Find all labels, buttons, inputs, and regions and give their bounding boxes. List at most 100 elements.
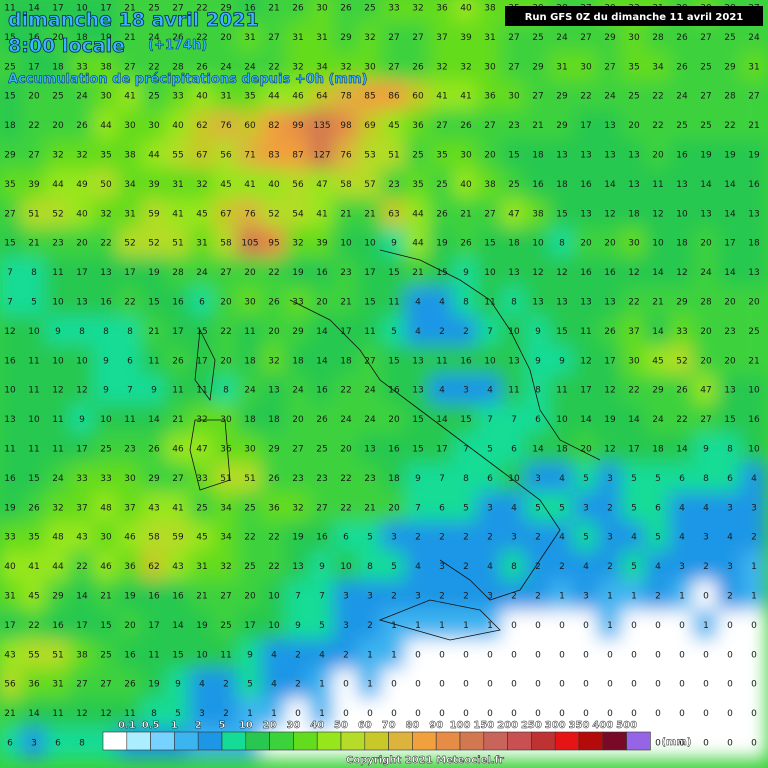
- precip-cell: [381, 433, 407, 465]
- precip-cell: [237, 403, 263, 436]
- cell-value: 24: [700, 268, 712, 278]
- cell-value: 14: [628, 415, 640, 425]
- precip-cell: [117, 609, 143, 642]
- precip-cell: [669, 315, 695, 348]
- precip-cell: [717, 374, 743, 406]
- cell-value: 37: [628, 327, 639, 337]
- cell-value: 23: [316, 474, 327, 484]
- cell-value: 24: [340, 415, 352, 425]
- precip-cell: [261, 639, 287, 671]
- cell-value: 14: [76, 592, 88, 602]
- cell-value: 22: [268, 62, 279, 72]
- precip-cell: [165, 198, 191, 230]
- cell-value: 48: [100, 503, 112, 513]
- cell-value: 10: [484, 356, 496, 366]
- cell-value: 0: [583, 650, 589, 660]
- precip-cell: [645, 433, 671, 465]
- precip-cell: [741, 668, 767, 700]
- cell-value: 26: [604, 327, 616, 337]
- precip-cell: [741, 227, 767, 259]
- cell-value: 26: [460, 239, 472, 249]
- cell-value: 44: [100, 121, 112, 131]
- cell-value: 11: [28, 356, 39, 366]
- precip-cell: [213, 286, 239, 318]
- cell-value: 30: [460, 151, 472, 161]
- cell-value: 2: [439, 533, 445, 543]
- precip-cell: [0, 609, 23, 642]
- precip-cell: [525, 198, 551, 230]
- precip-cell: [621, 286, 647, 318]
- precip-cell: [69, 286, 95, 318]
- cell-value: 27: [316, 503, 327, 513]
- precip-cell: [549, 286, 575, 318]
- precip-cell: [693, 80, 719, 112]
- precip-cell: [333, 345, 359, 377]
- precip-cell: [213, 697, 239, 730]
- cell-value: 13: [628, 151, 639, 161]
- cell-value: 27: [748, 92, 759, 102]
- cell-value: 0: [727, 680, 733, 690]
- cell-value: 47: [316, 180, 327, 190]
- precip-cell: [477, 697, 503, 730]
- cell-value: 38: [484, 4, 496, 14]
- precip-cell: [69, 168, 95, 201]
- cell-value: 19: [748, 151, 760, 161]
- precip-cell: [45, 315, 71, 348]
- precip-cell: [285, 51, 311, 83]
- precip-cell: [309, 521, 335, 553]
- precip-cell: [213, 345, 239, 377]
- precip-cell: [477, 462, 503, 495]
- precip-cell: [645, 697, 671, 730]
- cell-value: 6: [439, 503, 445, 513]
- cell-value: 14: [28, 709, 40, 719]
- cell-value: 0: [655, 739, 661, 749]
- precip-cell: [69, 433, 95, 465]
- precip-cell: [477, 51, 503, 83]
- precip-cell: [549, 315, 575, 348]
- cell-value: 51: [28, 209, 39, 219]
- precip-cell: [213, 668, 239, 700]
- cell-value: 27: [700, 415, 711, 425]
- precip-cell: [645, 609, 671, 642]
- cell-value: 30: [580, 62, 592, 72]
- precip-cell: [477, 198, 503, 230]
- precip-cell: [597, 256, 623, 289]
- precip-cell: [501, 462, 527, 495]
- cell-value: 39: [316, 239, 328, 249]
- precip-cell: [621, 21, 647, 54]
- cell-value: 43: [76, 533, 87, 543]
- precip-cell: [93, 639, 119, 671]
- precip-cell: [405, 668, 431, 700]
- precip-cell: [117, 580, 143, 612]
- cell-value: 4: [703, 503, 709, 513]
- cell-value: 8: [559, 239, 565, 249]
- precip-cell: [213, 462, 239, 495]
- cell-value: 3: [487, 503, 493, 513]
- precip-cell: [597, 462, 623, 495]
- cell-value: 5: [367, 533, 373, 543]
- precip-cell: [309, 286, 335, 318]
- precip-cell: [141, 550, 167, 583]
- cell-value: 21: [124, 4, 135, 14]
- precip-cell: [357, 198, 383, 230]
- precip-cell: [189, 462, 215, 495]
- cell-value: 29: [556, 121, 568, 131]
- cell-value: 54: [292, 209, 304, 219]
- cell-value: 24: [292, 386, 304, 396]
- cell-value: 32: [52, 503, 63, 513]
- cell-value: 16: [316, 533, 328, 543]
- cell-value: 38: [124, 151, 136, 161]
- precip-cell: [45, 286, 71, 318]
- precip-cell: [429, 639, 455, 671]
- cell-value: 27: [436, 121, 447, 131]
- precip-cell: [525, 256, 551, 289]
- precip-cell: [357, 492, 383, 524]
- precip-cell: [429, 668, 455, 700]
- cell-value: 9: [103, 386, 109, 396]
- cell-value: 11: [388, 298, 399, 308]
- cell-value: 24: [244, 386, 256, 396]
- cell-value: 71: [244, 151, 255, 161]
- cell-value: 14: [604, 180, 616, 190]
- cell-value: 55: [28, 650, 39, 660]
- cell-value: 16: [28, 33, 40, 43]
